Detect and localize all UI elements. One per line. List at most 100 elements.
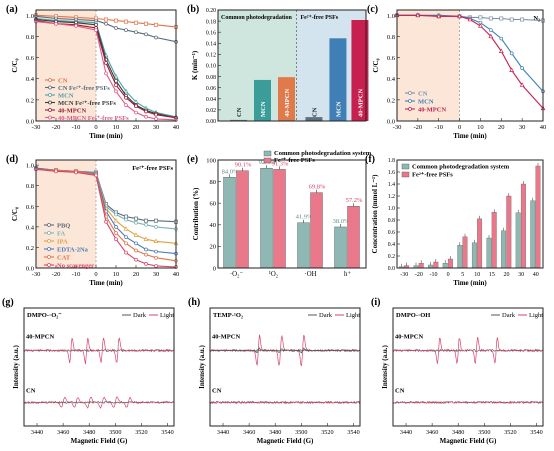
y-tick-label: 0.8 [26, 34, 34, 41]
panel-label: (f) [365, 154, 375, 165]
legend-label: Fe²⁺-free PSFs [412, 172, 453, 179]
trace-label: 40-MPCN [212, 333, 240, 340]
data-point [143, 236, 149, 241]
data-point [144, 247, 148, 252]
x-tick-label: 0 [458, 124, 461, 131]
y-tick-label: 0.20 [206, 8, 216, 14]
legend-label: Light [346, 312, 360, 319]
legend-swatch [401, 163, 410, 170]
data-point [104, 61, 108, 65]
bar [351, 19, 369, 122]
y-axis-label: Intensity (a.u.) [12, 344, 20, 388]
data-point [154, 22, 158, 27]
x-tick-label: 20 [504, 272, 510, 278]
data-point [114, 225, 118, 229]
y-tick-label: 0.8 [26, 183, 34, 190]
x-tick-label: 3440 [217, 429, 229, 436]
data-point [144, 109, 148, 114]
bar [347, 206, 360, 269]
y-tick-label: 0.08 [206, 75, 216, 81]
x-tick-label: -30 [32, 124, 41, 131]
y-axis-label: C/C₀ [11, 58, 19, 72]
bar-value-label: 57.2% [346, 197, 363, 204]
y-axis-label: Concentration (mmol L⁻¹) [371, 174, 379, 254]
panel-h: 3440 3460 3480 3500 3520 3540 TEMP-¹O₂ Dark Ligh… [188, 297, 361, 445]
bar [260, 168, 273, 269]
data-point [74, 24, 78, 28]
panel-condition-label: Fe²⁺-free PSFs [132, 165, 173, 172]
bar [278, 77, 295, 121]
data-point [144, 114, 148, 119]
light-trace [23, 337, 175, 365]
y-tick-label: 0.2 [26, 245, 34, 252]
x-tick-label: -30 [400, 272, 408, 278]
legend-marker [408, 99, 412, 103]
panel-a: 0.0 0.2 0.4 0.6 0.8 1.0 -30 -20 -10 0 10 20 30 40 CNCN… [6, 4, 179, 140]
y-tick-label: 0 [213, 265, 216, 272]
plot-frame [23, 307, 175, 427]
light-trace [392, 336, 544, 365]
bar [477, 218, 483, 269]
bar-value-label: 91.3% [272, 160, 289, 167]
legend-label: 40-MPCN [418, 106, 446, 113]
x-axis-label: Time (min) [89, 279, 123, 287]
y-tick-label: 0.8 [388, 218, 395, 224]
data-point [94, 173, 98, 178]
trace-label: 40-MPCN [395, 333, 423, 340]
bar-value-label: 90.1% [235, 162, 252, 169]
panel-i: 3440 3460 3480 3500 3520 3540 DMPO-·OH Dark Ligh… [371, 297, 544, 445]
y-axis-label: Intensity (a.u.) [198, 344, 206, 388]
data-point [436, 13, 442, 19]
data-point [123, 226, 129, 231]
trace-label: 40-MPCN [26, 333, 54, 340]
plot-frame [392, 307, 544, 427]
x-tick-label: 3460 [57, 429, 69, 436]
legend-label: Dark [319, 312, 333, 319]
bar [515, 212, 521, 269]
bar [418, 263, 424, 269]
data-point [144, 21, 148, 26]
x-tick-label: 0 [94, 124, 97, 131]
data-point [154, 35, 158, 40]
data-point [134, 30, 138, 35]
data-point [488, 33, 494, 39]
dark-phase-region [36, 160, 96, 268]
data-point [54, 21, 58, 26]
data-point [74, 170, 78, 175]
data-point [134, 248, 138, 253]
y-tick-label: 0.0 [26, 266, 34, 273]
y-tick-label: 0.2 [387, 97, 395, 104]
x-tick-label: -10 [430, 272, 438, 278]
data-point [457, 13, 462, 19]
data-point [144, 252, 148, 257]
x-tick-label: 10 [474, 272, 480, 278]
data-point [144, 218, 148, 223]
legend-marker [48, 85, 52, 90]
x-tick-label: 10 [477, 124, 484, 131]
x-tick-label: 10 [113, 271, 120, 278]
y-axis-label: K (min⁻¹) [191, 50, 199, 80]
legend-marker [48, 100, 52, 105]
x-tick-label: 40 [173, 124, 180, 131]
data-point [123, 88, 129, 94]
x-tick-label: 3500 [295, 429, 307, 436]
legend-label: Dark [502, 312, 516, 319]
x-tick-label: ¹O₂ [269, 271, 278, 278]
data-point [499, 36, 504, 41]
panel-label: (g) [2, 297, 14, 308]
legend-marker [48, 108, 52, 112]
legend-label: MCN Fe²⁺-free PSFs [58, 100, 116, 107]
data-point [144, 222, 148, 227]
bar [462, 236, 468, 269]
y-tick-label: 0.14 [206, 42, 216, 48]
x-axis-label: Magnetic Field (G) [71, 437, 128, 445]
x-tick-label: 3440 [31, 429, 43, 436]
legend-label: CN [58, 77, 68, 84]
y-tick-label: 0.4 [388, 242, 395, 248]
data-point [134, 104, 138, 109]
x-tick-label: 3500 [109, 429, 121, 436]
y-axis-label: Intensity (a.u.) [381, 344, 389, 388]
bar [273, 169, 286, 269]
data-point [509, 67, 515, 73]
x-tick-label: -20 [415, 272, 423, 278]
